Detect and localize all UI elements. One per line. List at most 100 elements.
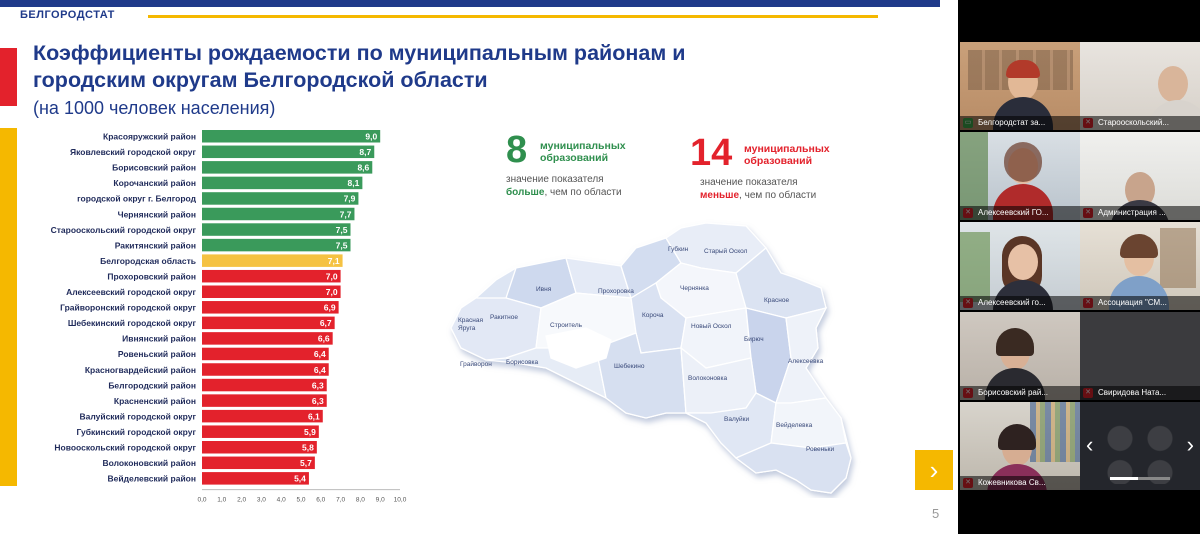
bar [202,441,317,454]
map-label: Губкин [668,245,689,253]
bar [202,472,309,485]
participant-tile[interactable]: ✕ Старооскольский... [1080,42,1200,130]
value-label: 5,7 [300,458,312,468]
bar [202,394,327,407]
map-label: Ивня [536,286,552,293]
x-tick-label: 4,0 [277,497,286,504]
brand-divider [148,15,878,18]
category-label: Белгородская область [100,256,196,266]
participant-name: Кожевникова Св... [960,476,1080,490]
category-label: городской округ г. Белгород [77,194,197,204]
bar [202,409,323,423]
bar [202,130,381,143]
side-accent-yellow [0,128,17,486]
slide-subtitle: (на 1000 человек населения) [33,98,276,118]
participant-name: Алексеевский ГО... [960,206,1080,220]
category-label: Ракитянский район [115,240,196,250]
bar [202,145,375,159]
value-label: 6,3 [312,380,324,390]
bar [202,254,343,267]
value-label: 6,4 [314,349,326,359]
bar [202,316,335,330]
category-label: Ивнянский район [122,334,196,344]
slide-title: Коэффициенты рождаемости по муниципальны… [33,41,686,92]
category-label: Новооскольский городской округ [54,443,196,453]
participant-name: Администрация ... [1080,206,1200,220]
map-label: Ровеньки [806,446,834,453]
map-label: Чернянка [680,285,709,292]
map-label: Борисовка [506,359,539,366]
bar [202,207,355,221]
participant-tile[interactable]: ✕ Кожевникова Св... [960,402,1080,490]
x-tick-label: 8,0 [356,497,365,504]
page-indicator-active [1110,477,1138,480]
bar [202,363,329,376]
x-tick-label: 1,0 [217,497,226,504]
x-tick-label: 2,0 [237,497,246,504]
map-districts [450,222,852,494]
bar [202,347,329,361]
category-label: Корочанский район [113,178,196,188]
map-label: Красная Яруга [458,317,483,332]
value-label: 7,0 [326,287,338,297]
value-label: 7,1 [328,256,340,266]
bar [202,176,363,190]
participant-tile[interactable]: ✕ Ассоциация "СМ... [1080,222,1200,310]
bar [202,425,319,438]
next-slide-button[interactable]: › [915,450,953,490]
side-accent-red [0,48,17,106]
participant-name: Алексеевский го... [960,296,1080,310]
category-label: Борисовский район [112,163,196,173]
map-label: Новый Оскол [691,322,732,330]
stat-below-label: муниципальных образований [744,143,830,167]
category-label: Красояружский район [103,132,196,142]
value-label: 6,6 [318,334,330,344]
participant-tile[interactable]: ✕ Администрация ... [1080,132,1200,220]
presentation-slide: БЕЛГОРОДСТАТ Коэффициенты рождаемости по… [0,0,958,534]
stat-below-desc: значение показателя меньше, чем по облас… [700,177,817,201]
bar [202,301,339,314]
category-label: Вейделевский район [107,474,196,484]
x-tick-label: 7,0 [336,497,345,504]
participant-tile[interactable]: ✕ Свиридова Ната... [1080,312,1200,400]
map-label: Красное [764,297,789,304]
page-indicator [1110,477,1170,480]
x-tick-label: 0,0 [197,497,206,504]
category-label: Красненский район [114,396,196,406]
stat-above-label: муниципальных образований [540,140,626,164]
bar [202,238,351,252]
category-label: Волоконовский район [102,458,196,468]
value-label: 8,1 [348,178,360,188]
value-label: 7,5 [336,225,348,235]
brand-logo-text: БЕЛГОРОДСТАТ [20,9,115,21]
category-label: Шебекинский городской округ [68,318,197,328]
value-label: 6,3 [312,396,324,406]
prev-page-icon[interactable]: ‹ [1086,432,1094,457]
map-label: Волоконовка [688,375,727,382]
next-page-icon[interactable]: › [1186,432,1194,457]
map-label: Старый Оскол [704,247,748,255]
map-label: Ракитное [490,314,518,321]
participant-name: Белгородстат за... [960,116,1080,130]
participants-panel: ▭ Белгородстат за... ✕ Старооскольский..… [958,40,1200,494]
category-label: Валуйский городской округ [79,411,196,421]
stat-above-number: 8 [506,129,528,171]
stat-above-desc: значение показателя больше, чем по облас… [506,174,622,198]
bar [202,285,341,298]
map-label: Вейделевка [776,421,813,429]
map-label: Короча [642,312,664,319]
value-label: 7,0 [326,271,338,281]
map-label-layer: Губкин Старый Оскол Ивня Прохоровка Чернянка… [458,245,834,453]
participant-tile[interactable]: ✕ Алексеевский ГО... [960,132,1080,220]
page-number: 5 [932,506,940,521]
stat-below-number: 14 [690,132,733,174]
category-label: Губкинский городской округ [77,427,197,437]
x-tick-label: 6,0 [316,497,325,504]
category-label: Чернянский район [118,209,196,219]
top-bar [0,0,940,7]
value-label: 6,7 [320,318,332,328]
participant-tile[interactable]: ✕ Алексеевский го... [960,222,1080,310]
participant-tile[interactable]: ▭ Белгородстат за... [960,42,1080,130]
participant-tile[interactable]: ✕ Борисовский рай... [960,312,1080,400]
bar [202,161,373,174]
